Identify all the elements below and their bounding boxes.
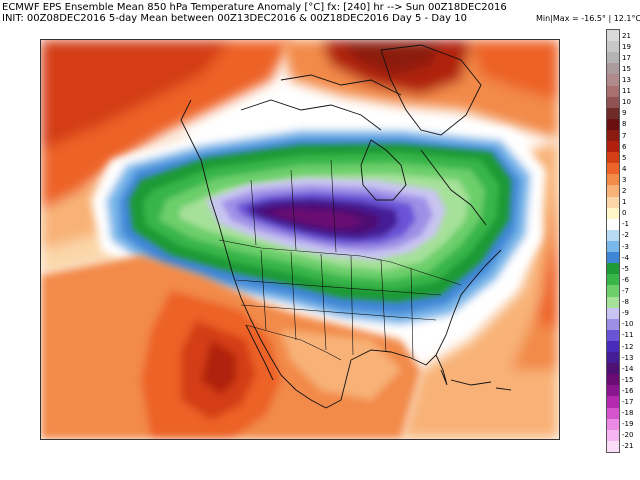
- color-scale-tick-label: -18: [622, 409, 634, 418]
- color-scale-tick-label: 7: [622, 131, 627, 140]
- color-scale-tick-label: 21: [622, 31, 631, 40]
- color-scale-swatch: [607, 440, 619, 453]
- color-scale-tick-label: 9: [622, 109, 627, 118]
- color-scale-swatch: [607, 30, 619, 42]
- color-scale-swatch: [607, 63, 619, 75]
- color-scale-tick-label: -10: [622, 320, 634, 329]
- color-scale-tick-label: -14: [622, 364, 634, 373]
- color-scale-tick-label: 13: [622, 75, 631, 84]
- color-scale-tick-label: -16: [622, 386, 634, 395]
- anomaly-map: [40, 39, 560, 440]
- init-line: INIT: 00Z08DEC2016 5-day Mean between 00…: [2, 13, 467, 24]
- color-scale-swatch: [607, 52, 619, 64]
- color-scale-swatch: [607, 185, 619, 198]
- color-scale-tick-label: -17: [622, 398, 634, 407]
- color-scale-tick-label: -8: [622, 298, 629, 307]
- map-title: ECMWF EPS Ensemble Mean 850 hPa Temperat…: [2, 2, 507, 13]
- color-scale-swatch: [607, 207, 619, 220]
- min-max-readout: Min|Max = -16.5° | 12.1°C: [536, 14, 640, 23]
- color-scale-swatch: [607, 318, 619, 331]
- color-scale-tick-label: 15: [622, 64, 631, 73]
- color-scale-tick-label: -21: [622, 442, 634, 451]
- color-scale-tick-label: 2: [622, 187, 627, 196]
- coastlines: [180, 44, 512, 409]
- color-scale-tick-label: -20: [622, 431, 634, 440]
- color-scale-swatch: [607, 252, 619, 264]
- color-scale-swatch: [607, 41, 619, 53]
- color-scale-tick-label: 10: [622, 98, 631, 107]
- warm-arctic-field: [281, 40, 559, 140]
- color-scale-swatch: [607, 74, 619, 86]
- color-scale-swatch: [607, 163, 619, 175]
- color-scale-tick-label: 6: [622, 142, 627, 151]
- warm-south-field: [41, 255, 421, 439]
- color-scale-swatch: [607, 229, 619, 242]
- color-scale-swatch: [607, 329, 619, 342]
- color-scale-tick-label: -4: [622, 253, 629, 262]
- color-scale-swatch: [607, 85, 619, 98]
- color-scale-swatch: [607, 263, 619, 275]
- color-scale-swatch: [607, 385, 619, 397]
- color-scale-swatch: [607, 152, 619, 164]
- color-scale-swatch: [607, 407, 619, 420]
- color-scale-tick-label: -3: [622, 242, 629, 251]
- color-scale-swatch: [607, 218, 619, 231]
- color-scale-swatch: [607, 374, 619, 386]
- color-scale-tick-label: 0: [622, 209, 627, 218]
- color-scale-tick-label: -11: [622, 331, 634, 340]
- color-scale-tick-label: 19: [622, 42, 631, 51]
- color-scale-tick-label: -9: [622, 309, 629, 318]
- color-scale-tick-label: 1: [622, 198, 627, 207]
- color-scale-swatch: [607, 107, 619, 120]
- color-scale-swatch: [607, 296, 619, 309]
- color-scale-tick-label: 4: [622, 164, 627, 173]
- color-scale-tick-label: 17: [622, 53, 631, 62]
- country-borders: [218, 159, 462, 361]
- color-scale-swatch: [607, 285, 619, 297]
- color-scale-tick-label: -13: [622, 353, 634, 362]
- color-scale-swatch: [607, 96, 619, 109]
- color-scale-swatch: [607, 363, 619, 375]
- color-scale-swatch: [607, 418, 619, 431]
- color-scale-tick-label: 11: [622, 87, 631, 96]
- color-scale-tick-label: -12: [622, 342, 634, 351]
- color-scale-swatch: [607, 274, 619, 286]
- color-scale-tick-label: 3: [622, 175, 627, 184]
- color-scale-tick-label: 8: [622, 120, 627, 129]
- color-scale-tick-label: 5: [622, 153, 627, 162]
- color-scale-tick-label: -15: [622, 375, 634, 384]
- color-scale-swatch: [607, 340, 619, 353]
- color-scale-tick-label: -5: [622, 264, 629, 273]
- color-scale-bar: [606, 29, 620, 453]
- color-scale-swatch: [607, 241, 619, 253]
- color-scale-swatch: [607, 352, 619, 364]
- cold-core: [206, 178, 446, 260]
- color-scale-swatch: [607, 196, 619, 209]
- color-scale-swatch: [607, 129, 619, 142]
- color-scale-swatch: [607, 396, 619, 409]
- color-scale-tick-label: -19: [622, 420, 634, 429]
- color-scale-swatch: [607, 141, 619, 153]
- color-scale-tick-label: -7: [622, 286, 629, 295]
- color-scale-swatch: [607, 174, 619, 186]
- color-scale-tick-label: -2: [622, 231, 629, 240]
- color-scale-swatch: [607, 118, 619, 131]
- color-scale-tick-label: -6: [622, 275, 629, 284]
- color-scale-tick-label: -1: [622, 220, 629, 229]
- color-scale-swatch: [607, 429, 619, 442]
- color-scale-swatch: [607, 307, 619, 320]
